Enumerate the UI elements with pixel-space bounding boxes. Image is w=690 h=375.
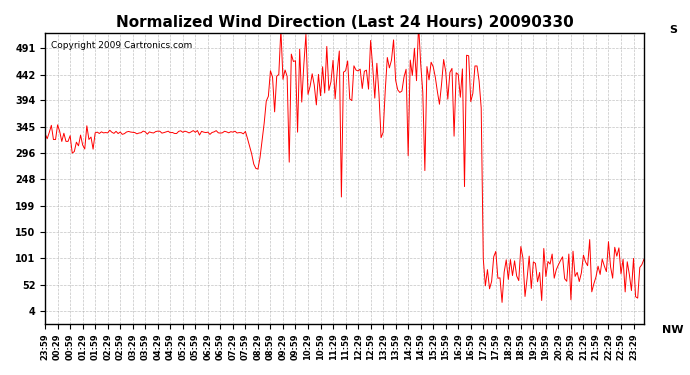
Text: Copyright 2009 Cartronics.com: Copyright 2009 Cartronics.com <box>51 41 193 50</box>
Text: S: S <box>669 25 677 35</box>
Title: Normalized Wind Direction (Last 24 Hours) 20090330: Normalized Wind Direction (Last 24 Hours… <box>116 15 573 30</box>
Text: NW: NW <box>662 325 684 335</box>
